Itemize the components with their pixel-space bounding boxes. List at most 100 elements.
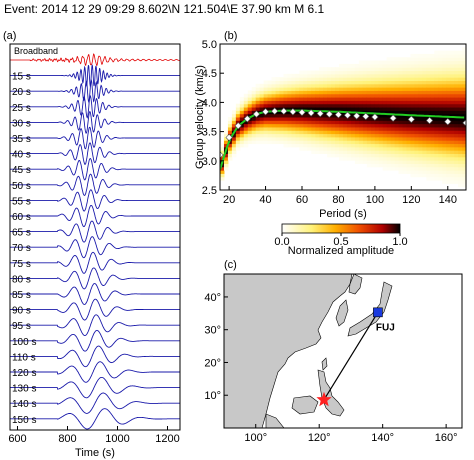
trace-label: 15 s — [12, 72, 31, 83]
heatmap-cell — [370, 70, 376, 75]
heatmap-cell — [307, 87, 312, 91]
heatmap-cell — [406, 67, 411, 72]
heatmap-cell — [446, 133, 451, 138]
heatmap-cell — [243, 100, 249, 105]
heatmap-cell — [454, 53, 459, 58]
trace-line — [10, 361, 180, 383]
heatmap-cell — [227, 143, 233, 148]
heatmap-cell — [398, 60, 404, 65]
heatmap-cell — [239, 107, 245, 111]
heatmap-cell — [271, 80, 277, 85]
heatmap-cell — [398, 123, 404, 128]
heatmap-cell — [327, 73, 332, 78]
heatmap-cell — [442, 123, 447, 128]
heatmap-cell — [406, 160, 411, 164]
heatmap-cell — [235, 130, 241, 135]
heatmap-cell — [263, 140, 269, 145]
heatmap-cell — [227, 130, 233, 135]
heatmap-cell — [223, 136, 229, 141]
heatmap-cell — [259, 87, 265, 91]
heatmap-cell — [271, 120, 277, 125]
heatmap-cell — [331, 100, 336, 105]
heatmap-cell — [319, 70, 324, 75]
measured-point — [353, 112, 361, 120]
heatmap-cell — [279, 107, 284, 111]
heatmap-cell — [323, 80, 328, 85]
heatmap-cell — [394, 163, 400, 168]
heatmap-cell — [346, 140, 352, 145]
heatmap-cell — [307, 123, 312, 128]
heatmap-cell — [442, 176, 447, 181]
heatmap-cell — [251, 110, 257, 115]
heatmap-cell — [370, 93, 376, 98]
heatmap-cell — [315, 117, 320, 121]
heatmap-cell — [426, 100, 431, 105]
heatmap-cell — [422, 60, 427, 65]
heatmap-cell — [358, 63, 364, 68]
heatmap-cell — [354, 156, 360, 161]
heatmap-cell — [251, 97, 257, 101]
heatmap-cell — [354, 143, 360, 148]
reference-curve — [220, 109, 465, 170]
trace-line — [10, 220, 180, 243]
heatmap-cell — [418, 170, 423, 174]
heatmap-cell — [350, 87, 356, 91]
heatmap-cell — [231, 146, 237, 151]
heatmap-cell — [267, 133, 273, 138]
heatmap-cell — [291, 117, 296, 121]
heatmap-cell — [358, 113, 364, 118]
heatmap-cell — [315, 120, 320, 125]
heatmap-cell — [354, 100, 360, 105]
heatmap-cell — [362, 97, 368, 101]
map-asia-mainland — [224, 274, 353, 428]
heatmap-cell — [414, 53, 419, 58]
heatmap-cell — [426, 80, 431, 85]
panel-a-x-ticks: 600 800 1000 1200 — [8, 426, 180, 445]
measured-point — [252, 110, 261, 118]
heatmap-cell — [394, 87, 400, 91]
heatmap-cell — [438, 100, 443, 105]
trace-line — [10, 236, 180, 259]
heatmap-cell — [390, 87, 396, 91]
heatmap-cell — [247, 103, 253, 108]
measured-point — [316, 109, 324, 118]
trace-line — [10, 126, 180, 150]
heatmap-cell — [291, 113, 296, 118]
heatmap-cell — [378, 103, 384, 108]
heatmap-cell — [311, 107, 316, 111]
heatmap-cell — [406, 150, 411, 154]
heatmap-cell — [227, 117, 233, 121]
heatmap-cell — [426, 93, 431, 98]
heatmap-cell — [426, 146, 431, 151]
heatmap-cell — [438, 136, 443, 141]
heatmap-cell — [414, 63, 419, 68]
heatmap-cell — [358, 60, 364, 65]
heatmap-cell — [350, 97, 356, 101]
heatmap-cell — [370, 130, 376, 135]
heatmap-cell — [343, 120, 348, 125]
y-tick-label: 3.0 — [202, 156, 217, 168]
heatmap-cell — [315, 146, 320, 151]
heatmap-cell — [458, 173, 463, 178]
heatmap-cell — [362, 123, 368, 128]
heatmap-cell — [239, 133, 245, 138]
heatmap-cell — [350, 63, 356, 68]
heatmap-cell — [374, 77, 380, 81]
heatmap-cell — [331, 103, 336, 108]
heatmap-cell — [430, 100, 435, 105]
heatmap-cell — [259, 90, 265, 95]
heatmap-cell — [259, 140, 265, 145]
heatmap-cell — [323, 70, 328, 75]
heatmap-cell — [283, 80, 288, 85]
heatmap-cell — [223, 143, 229, 148]
heatmap-cell — [462, 136, 466, 141]
heatmap-cell — [307, 93, 312, 98]
heatmap-cell — [307, 126, 312, 131]
heatmap-cell — [362, 156, 368, 161]
x-tick-label: 60 — [296, 194, 308, 206]
heatmap-cell — [331, 77, 336, 81]
heatmap-cell — [406, 130, 411, 135]
heatmap-cell — [279, 93, 284, 98]
heatmap-cell — [291, 83, 296, 88]
